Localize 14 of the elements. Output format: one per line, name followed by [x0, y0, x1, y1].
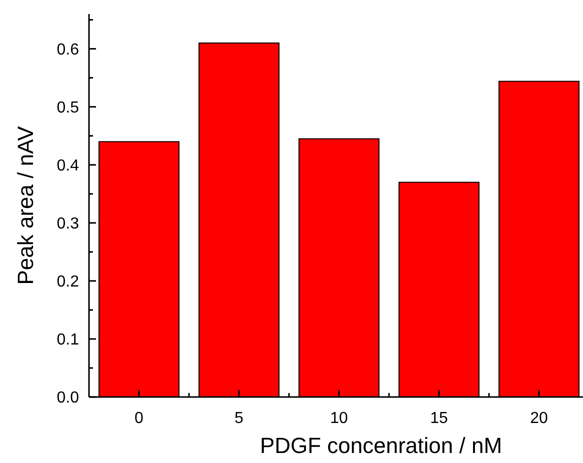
y-tick-label: 0.2 — [56, 274, 80, 291]
y-tick-label: 0.3 — [56, 216, 80, 233]
x-tick-label: 5 — [234, 410, 244, 427]
x-tick-label: 0 — [134, 410, 144, 427]
y-tick-label: 0.5 — [56, 99, 80, 116]
y-tick-label: 0.0 — [56, 390, 80, 407]
x-tick-label: 15 — [430, 410, 448, 427]
y-tick-label: 0.6 — [56, 41, 80, 58]
y-tick-label: 0.1 — [56, 332, 80, 349]
y-tick-label: 0.4 — [56, 157, 80, 174]
x-tick-label: 20 — [530, 410, 548, 427]
x-axis-title: PDGF concenration / nM — [260, 433, 502, 458]
y-axis-title: Peak area / nAV — [13, 126, 38, 285]
x-tick-label: 10 — [330, 410, 348, 427]
